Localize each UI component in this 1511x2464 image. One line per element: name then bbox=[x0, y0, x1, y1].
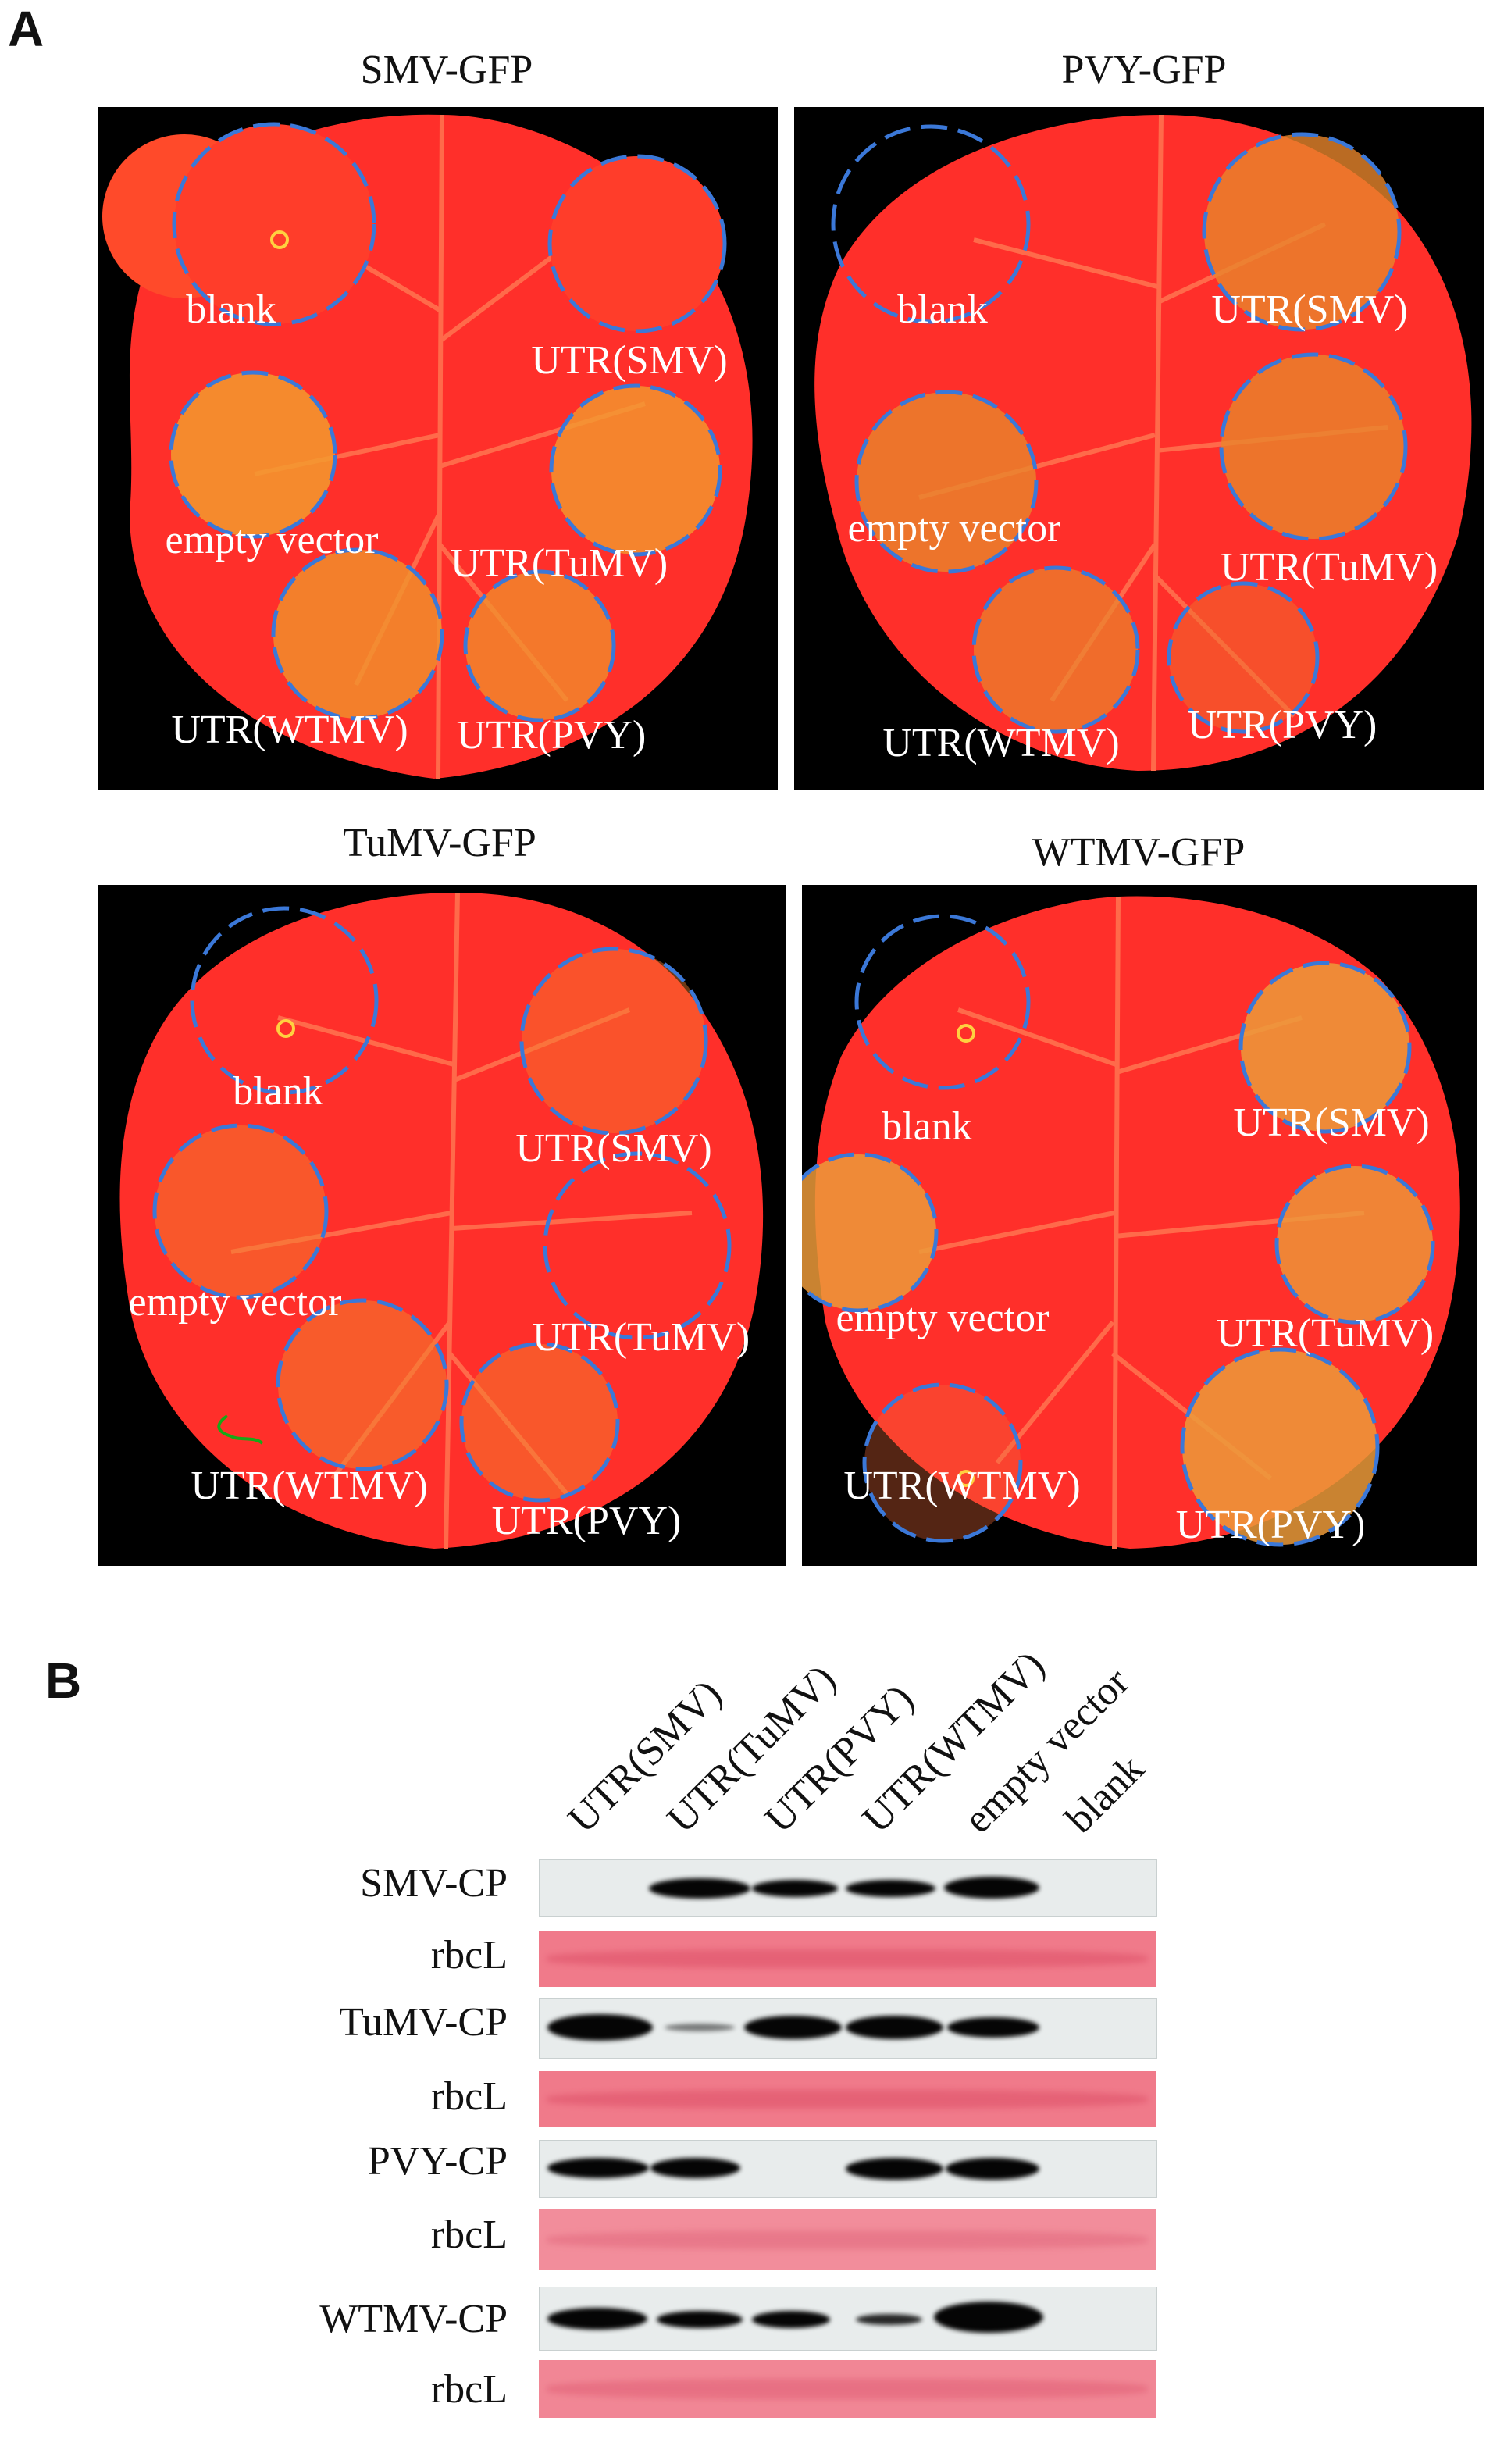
row-label-pvy-cp: PVY-CP bbox=[367, 2139, 508, 2184]
band bbox=[744, 2016, 842, 2039]
ponceau-rbcl-4 bbox=[539, 2360, 1156, 2418]
ponceau-rbcl-1 bbox=[539, 1931, 1156, 1987]
label-utr-wtmv: UTR(WTMV) bbox=[882, 721, 1120, 765]
row-label-rbcl-4: rbcL bbox=[430, 2367, 508, 2412]
band bbox=[846, 1880, 935, 1897]
band bbox=[547, 2308, 647, 2330]
ponceau-rbcl-3 bbox=[539, 2209, 1156, 2270]
label-blank: blank bbox=[882, 1104, 972, 1149]
blot-smv-cp bbox=[539, 1859, 1157, 1917]
band bbox=[846, 2158, 943, 2180]
label-utr-tumv: UTR(TuMV) bbox=[532, 1315, 750, 1360]
leaf-image-wtmv: blank UTR(SMV) empty vector UTR(TuMV) UT… bbox=[802, 885, 1477, 1566]
row-label-rbcl-2: rbcL bbox=[430, 2074, 508, 2119]
ponceau-rbcl-2 bbox=[539, 2071, 1156, 2127]
band bbox=[946, 2158, 1039, 2180]
band bbox=[846, 2016, 943, 2039]
leaf-image-pvy: blank UTR(SMV) empty vector UTR(TuMV) UT… bbox=[794, 107, 1484, 790]
label-utr-smv: UTR(SMV) bbox=[515, 1126, 712, 1171]
band bbox=[752, 2311, 830, 2328]
label-utr-smv: UTR(SMV) bbox=[531, 338, 728, 383]
label-blank: blank bbox=[897, 287, 988, 332]
band bbox=[547, 2014, 653, 2041]
band bbox=[752, 1880, 838, 1897]
band bbox=[657, 2311, 743, 2328]
panel-a-letter: A bbox=[8, 1, 45, 57]
band bbox=[665, 2024, 735, 2031]
label-empty-vector: empty vector bbox=[128, 1280, 342, 1325]
row-label-rbcl-1: rbcL bbox=[430, 1933, 508, 1977]
panel-b-letter: B bbox=[45, 1653, 82, 1709]
label-utr-wtmv: UTR(WTMV) bbox=[843, 1464, 1081, 1508]
row-label-tumv-cp: TuMV-CP bbox=[339, 2000, 508, 2045]
label-empty-vector: empty vector bbox=[836, 1296, 1050, 1340]
band bbox=[944, 1877, 1039, 1899]
leaf-title-pvy: PVY-GFP bbox=[1061, 48, 1227, 92]
blot-wtmv-cp bbox=[539, 2287, 1157, 2351]
label-empty-vector: empty vector bbox=[847, 506, 1061, 551]
leaf-title-wtmv: WTMV-GFP bbox=[1032, 830, 1246, 875]
label-utr-pvy: UTR(PVY) bbox=[456, 713, 647, 758]
label-utr-tumv: UTR(TuMV) bbox=[1220, 545, 1438, 590]
label-utr-wtmv: UTR(WTMV) bbox=[191, 1464, 428, 1508]
label-utr-pvy: UTR(PVY) bbox=[1187, 703, 1377, 747]
label-utr-smv: UTR(SMV) bbox=[1233, 1100, 1430, 1145]
band bbox=[650, 2158, 740, 2178]
band bbox=[547, 2158, 649, 2178]
row-label-wtmv-cp: WTMV-CP bbox=[319, 2297, 508, 2341]
band bbox=[934, 2302, 1043, 2333]
label-utr-tumv: UTR(TuMV) bbox=[1216, 1311, 1434, 1356]
label-blank: blank bbox=[186, 287, 276, 332]
leaf-title-tumv: TuMV-GFP bbox=[343, 821, 536, 865]
blot-pvy-cp bbox=[539, 2140, 1157, 2198]
blot-tumv-cp bbox=[539, 1998, 1157, 2059]
label-utr-wtmv: UTR(WTMV) bbox=[171, 708, 408, 752]
label-empty-vector: empty vector bbox=[165, 518, 379, 562]
label-blank: blank bbox=[233, 1069, 323, 1114]
leaf-image-smv: blank UTR(SMV) empty vector UTR(TuMV) UT… bbox=[98, 107, 778, 790]
label-utr-smv: UTR(SMV) bbox=[1211, 287, 1408, 332]
label-utr-pvy: UTR(PVY) bbox=[1175, 1503, 1366, 1547]
label-utr-tumv: UTR(TuMV) bbox=[450, 541, 668, 586]
row-label-rbcl-3: rbcL bbox=[430, 2213, 508, 2257]
leaf-image-tumv: blank UTR(SMV) empty vector UTR(TuMV) UT… bbox=[98, 885, 786, 1566]
lane-label-blank: blank bbox=[1057, 1746, 1153, 1842]
row-label-smv-cp: SMV-CP bbox=[360, 1861, 508, 1906]
leaf-title-smv: SMV-GFP bbox=[360, 48, 533, 92]
band bbox=[856, 2314, 922, 2325]
label-utr-pvy: UTR(PVY) bbox=[491, 1499, 682, 1543]
band bbox=[649, 1878, 750, 1899]
band bbox=[947, 2017, 1039, 2038]
